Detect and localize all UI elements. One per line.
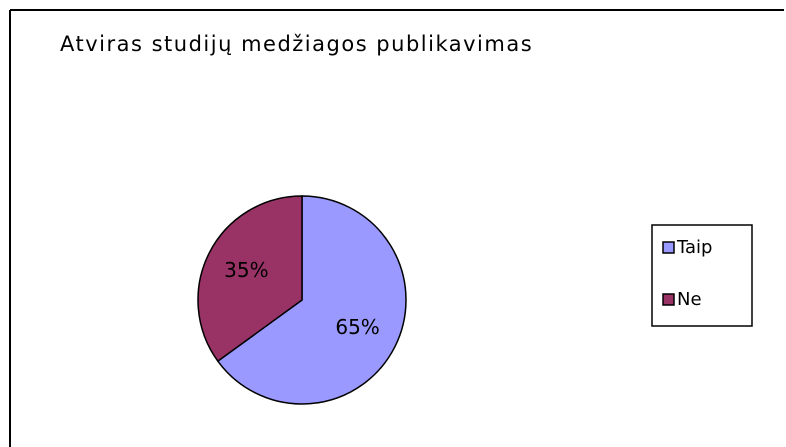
legend-swatch [662,293,675,306]
pie-slice [197,195,303,363]
legend-label: Taip [676,237,712,258]
legend-swatch [662,241,675,254]
pie-slice [216,195,407,405]
slice-label: 65% [335,315,379,339]
slice-label: 35% [224,258,268,282]
chart-title: Atviras studijų medžiagos publikavimas [60,32,533,56]
legend-label: Ne [677,289,702,310]
